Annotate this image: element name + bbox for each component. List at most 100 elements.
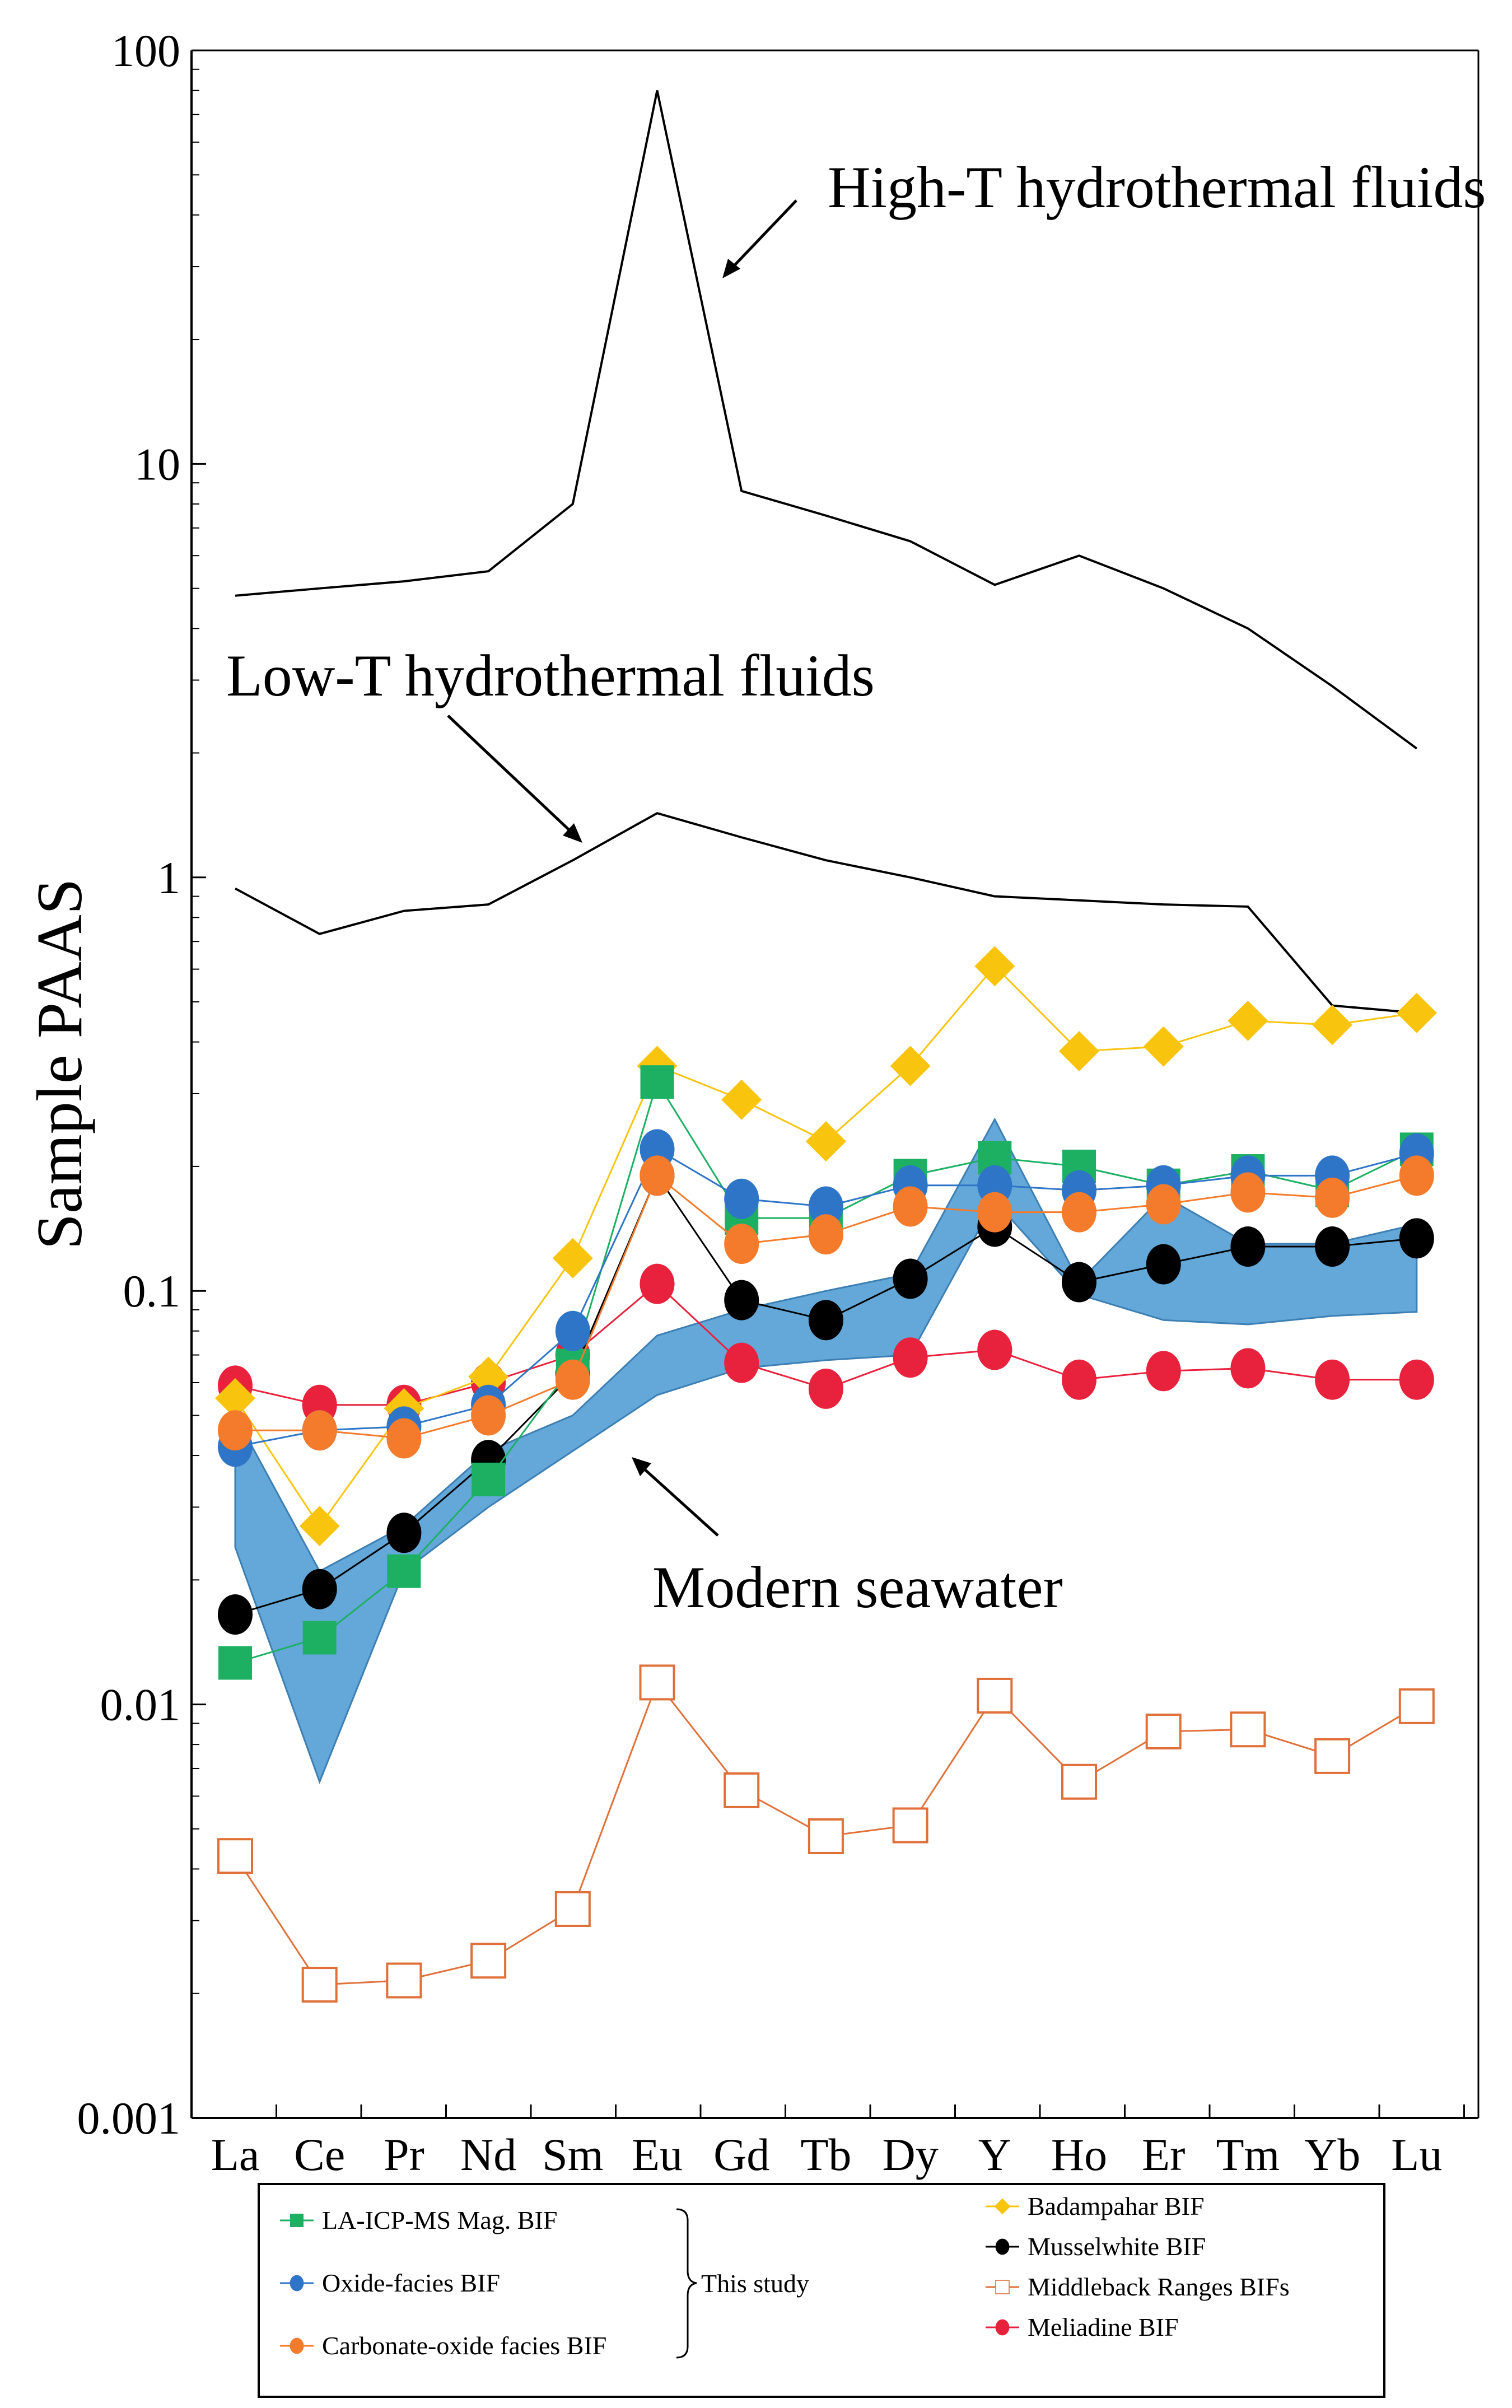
data-point-diamond: [994, 2198, 1011, 2215]
x-tick-label: Ce: [294, 2129, 345, 2180]
x-tick-label: Nd: [460, 2129, 516, 2180]
x-tick-label: Gd: [713, 2129, 769, 2180]
annotation-high-t-arrowhead: [722, 259, 740, 278]
series-layer: [215, 90, 1437, 2003]
data-point-diamond: [1312, 1005, 1353, 1046]
x-tick-label: Tm: [1216, 2129, 1280, 2180]
x-tick-label: Ho: [1051, 2129, 1107, 2180]
data-point-square: [387, 1554, 421, 1588]
data-point-circle: [724, 1224, 759, 1264]
data-point-square: [290, 2214, 304, 2227]
data-point-diamond: [299, 1506, 340, 1547]
data-point-circle: [386, 1418, 422, 1459]
data-point-diamond: [805, 1121, 846, 1162]
annotation-low-t: Low-T hydrothermal fluids: [226, 643, 875, 708]
data-point-circle: [893, 1186, 928, 1227]
data-point-circle: [808, 1300, 843, 1341]
y-tick-label: 0.1: [123, 1266, 181, 1317]
legend-label: Oxide-facies BIF: [322, 2269, 500, 2297]
data-point-open-square: [386, 1962, 422, 1999]
annotation-high-t: High-T hydrothermal fluids: [828, 155, 1486, 220]
data-point-circle: [1062, 1359, 1096, 1400]
data-point-circle: [724, 1178, 759, 1219]
data-point-circle: [1399, 1155, 1434, 1196]
x-tick-label: Y: [978, 2129, 1011, 2180]
legend-label: Carbonate-oxide facies BIF: [322, 2331, 606, 2360]
data-point-diamond: [1143, 1026, 1184, 1067]
legend-box: [258, 2183, 1385, 2398]
data-point-circle: [1315, 1359, 1350, 1400]
annotation-low-t-arrowhead: [563, 823, 582, 843]
x-tick-label: La: [211, 2129, 259, 2180]
data-point-square: [218, 1646, 252, 1680]
data-point-circle: [1399, 1218, 1434, 1259]
y-tick-label: 10: [134, 438, 180, 489]
data-point-circle: [1230, 1172, 1266, 1213]
annotation-modern-seawater: Modern seawater: [652, 1555, 1063, 1620]
y-tick-label: 1: [157, 852, 180, 903]
legend-label: Musselwhite BIF: [1028, 2232, 1206, 2261]
data-point-diamond: [552, 1238, 593, 1278]
legend-entry: Badampahar BIF: [986, 2192, 1205, 2220]
data-point-circle: [977, 1329, 1012, 1370]
legend-label: Meliadine BIF: [1028, 2313, 1179, 2341]
data-point-open-square: [1230, 1711, 1266, 1748]
data-point-circle: [386, 1513, 422, 1553]
series-line-low-t-hydrothermal-fluids: [235, 811, 1417, 1014]
legend-entry: Carbonate-oxide facies BIF: [280, 2331, 606, 2360]
y-axis-label: Sample PAAS: [24, 879, 96, 1250]
annotation-seawater-arrowhead: [632, 1457, 651, 1476]
data-point-diamond: [890, 1046, 931, 1086]
data-point-circle: [218, 1594, 253, 1635]
x-tick-label: Er: [1142, 2129, 1185, 2180]
data-point-circle: [808, 1368, 843, 1409]
y-tick-label: 0.001: [77, 2093, 181, 2144]
data-point-open-square: [1398, 1688, 1435, 1724]
y-tick-label: 100: [111, 25, 180, 76]
data-point-circle: [555, 1310, 590, 1351]
modern-seawater-band: [234, 1117, 1418, 1784]
series-high-t-hydrothermal-fluids: [235, 90, 1417, 750]
data-point-open-square: [1145, 1713, 1182, 1749]
data-point-open-square: [724, 1772, 760, 1808]
legend: LA-ICP-MS Mag. BIF Oxide-facies BIF Carbon…: [258, 2183, 1385, 2398]
data-point-diamond: [721, 1079, 762, 1120]
data-point-open-square: [995, 2280, 1010, 2294]
data-point-diamond: [215, 1378, 255, 1418]
legend-entry: LA-ICP-MS Mag. BIF: [280, 2206, 557, 2234]
legend-label: Middleback Ranges BIFs: [1028, 2272, 1290, 2301]
data-point-open-square: [1314, 1738, 1351, 1774]
data-point-circle: [995, 2238, 1010, 2255]
data-point-circle: [471, 1395, 506, 1436]
data-point-square: [472, 1462, 506, 1496]
data-point-circle: [724, 1280, 759, 1320]
data-point-circle: [1315, 1177, 1350, 1218]
legend-entry: Meliadine BIF: [986, 2313, 1179, 2341]
y-tick-label: 0.01: [100, 1679, 181, 1730]
series-badampahar-bif: [215, 946, 1437, 1547]
x-tick-label: Yb: [1304, 2129, 1360, 2180]
data-point-circle: [724, 1342, 759, 1383]
data-point-open-square: [301, 1967, 338, 2003]
data-point-circle: [1399, 1359, 1434, 1400]
x-tick-label: Lu: [1391, 2129, 1442, 2180]
data-point-circle: [1062, 1192, 1096, 1233]
data-point-circle: [808, 1214, 843, 1255]
data-point-open-square: [1061, 1763, 1097, 1800]
data-point-diamond: [1396, 992, 1437, 1033]
data-point-circle: [1230, 1348, 1266, 1389]
data-point-diamond: [468, 1356, 509, 1397]
data-point-open-square: [639, 1664, 675, 1701]
legend-group-brace: [676, 2208, 697, 2359]
legend-entries: LA-ICP-MS Mag. BIF Oxide-facies BIF Carbon…: [280, 2192, 1290, 2360]
legend-entry: Middleback Ranges BIFs: [986, 2272, 1290, 2301]
data-point-circle: [640, 1263, 675, 1304]
data-point-diamond: [1059, 1031, 1099, 1072]
data-point-circle: [555, 1359, 590, 1400]
data-point-circle: [302, 1569, 337, 1609]
legend-label: LA-ICP-MS Mag. BIF: [322, 2206, 557, 2234]
data-point-circle: [893, 1337, 928, 1378]
data-point-open-square: [470, 1943, 507, 1979]
series-low-t-hydrothermal-fluids: [235, 811, 1417, 1014]
annotation-seawater-arrow: [636, 1462, 719, 1537]
